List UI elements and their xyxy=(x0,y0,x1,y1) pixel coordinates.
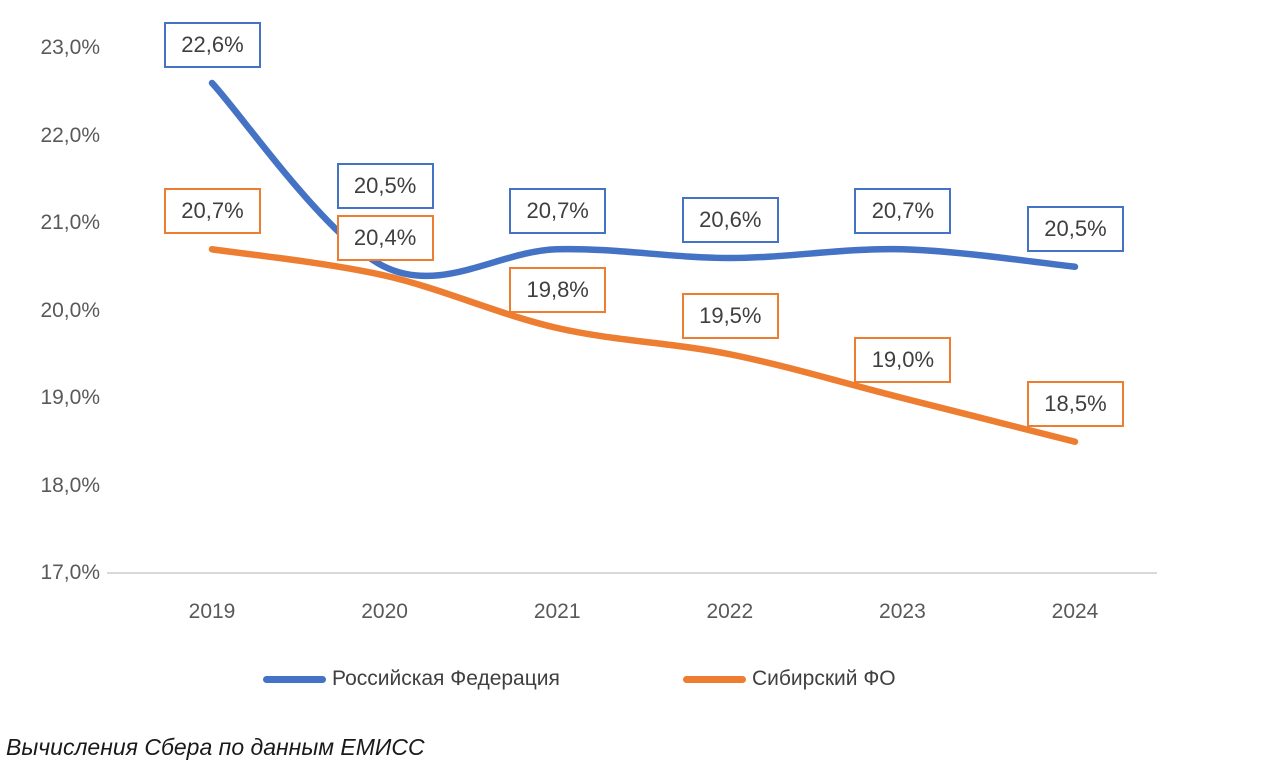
y-axis-tick-label: 22,0% xyxy=(40,123,100,147)
x-axis-tick-label: 2021 xyxy=(533,600,581,623)
chart-source-caption: Вычисления Сбера по данным ЕМИСС xyxy=(6,734,425,760)
y-axis-tick-label: 17,0% xyxy=(40,561,100,584)
point-label-1-2023: 19,0% xyxy=(854,337,952,383)
point-label-0-2021: 20,7% xyxy=(509,188,607,235)
y-axis-tick-label: 18,0% xyxy=(40,473,100,497)
legend-line-swatch-orange xyxy=(683,675,746,683)
x-axis-tick-label: 2020 xyxy=(361,600,408,623)
legend-item-russian-federation: Российская Федерация xyxy=(263,664,560,694)
x-axis-tick-label: 2022 xyxy=(706,600,754,623)
legend-label: Сибирский ФО xyxy=(752,667,896,690)
legend-label: Российская Федерация xyxy=(332,667,560,690)
x-axis-tick-label: 2019 xyxy=(188,600,236,623)
point-label-1-2019: 20,7% xyxy=(164,188,261,235)
y-axis-tick-label: 20,0% xyxy=(40,298,100,322)
legend: Российская Федерация Сибирский ФО xyxy=(0,664,1280,694)
point-label-1-2020: 20,4% xyxy=(336,214,434,261)
point-label-0-2020: 20,5% xyxy=(336,162,434,209)
x-axis-tick-label: 2023 xyxy=(879,600,926,623)
y-axis-tick-label: 23,0% xyxy=(40,36,100,59)
point-label-1-2022: 19,5% xyxy=(681,293,779,340)
point-label-1-2024: 18,5% xyxy=(1027,380,1124,427)
y-axis-tick-label: 19,0% xyxy=(40,386,100,409)
point-label-1-2021: 19,8% xyxy=(509,267,607,313)
legend-line-swatch-blue xyxy=(263,675,326,683)
point-label-0-2023: 20,7% xyxy=(854,188,952,235)
x-axis-tick-label: 2024 xyxy=(1051,600,1099,623)
y-axis-tick-label: 21,0% xyxy=(40,211,100,234)
legend-item-siberian-fo: Сибирский ФО xyxy=(683,664,896,694)
series-line-1 xyxy=(208,246,1079,445)
point-label-0-2019: 22,6% xyxy=(164,22,261,68)
point-label-0-2022: 20,6% xyxy=(681,197,779,243)
point-label-0-2024: 20,5% xyxy=(1027,205,1124,252)
